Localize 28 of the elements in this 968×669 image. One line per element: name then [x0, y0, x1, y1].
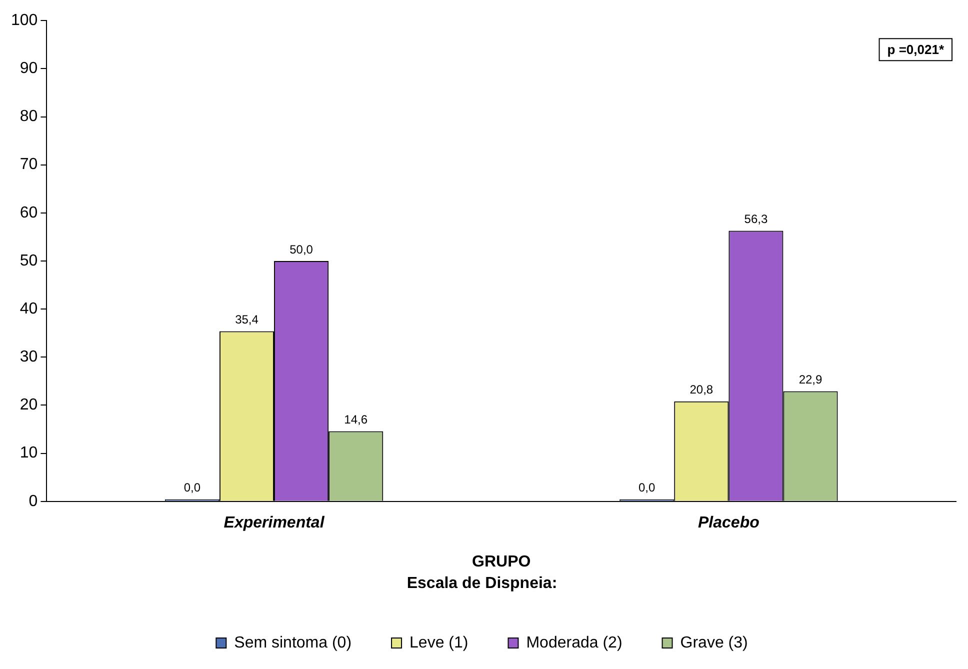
data-label: 14,6 [344, 412, 368, 427]
x-axis-title: GRUPO [472, 554, 531, 571]
data-label: 20,8 [690, 382, 714, 397]
y-tick-label: 30 [20, 348, 38, 366]
x-tick-label: Experimental [224, 514, 325, 532]
y-tick-label: 90 [20, 60, 38, 78]
y-tick-label: 80 [20, 108, 38, 126]
annotation: p =0,021* [887, 42, 945, 58]
data-label: 0,0 [184, 480, 201, 495]
data-label: 0,0 [638, 480, 656, 495]
data-label: 56,3 [744, 212, 768, 226]
y-tick-label: 50 [20, 252, 38, 270]
legend-label: Sem sintoma (0) [234, 634, 352, 652]
data-label: 35,4 [235, 312, 259, 327]
y-tick-label: 70 [20, 156, 38, 174]
y-tick-label: 20 [20, 396, 38, 414]
legend-label: Leve (1) [410, 634, 468, 652]
y-tick-label: 100 [10, 12, 38, 30]
y-tick-label: 60 [20, 204, 38, 222]
x-tick-label: Placebo [698, 514, 760, 532]
data-label: 50,0 [290, 242, 314, 256]
legend-label: Moderada (2) [526, 634, 622, 652]
legend-title: Escala de Dispneia: [406, 575, 558, 592]
y-tick-label: 0 [28, 492, 38, 510]
legend-label: Grave (3) [680, 634, 748, 652]
y-tick-label: 10 [20, 444, 38, 462]
data-label: 22,9 [798, 372, 823, 387]
y-tick-label: 40 [20, 300, 38, 318]
